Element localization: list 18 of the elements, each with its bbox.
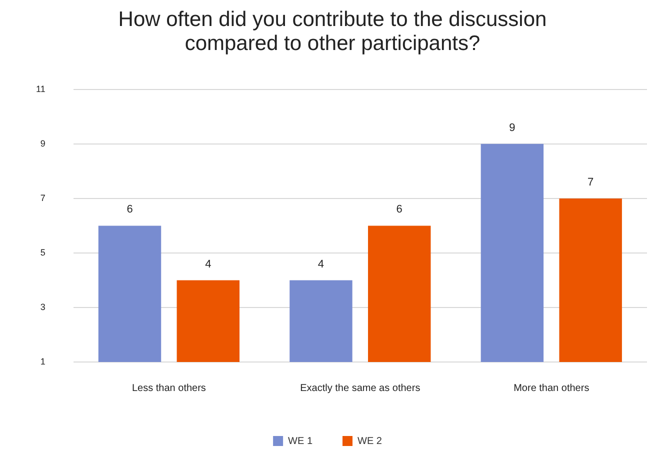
y-tick-label: 9 <box>40 138 46 148</box>
y-tick-label: 3 <box>40 302 46 312</box>
y-tick-label: 11 <box>36 84 46 94</box>
y-tick-label: 1 <box>40 356 46 366</box>
data-label: 9 <box>509 122 516 134</box>
chart-title: How often did you contribute to the discussion compared to other participants? <box>117 8 548 56</box>
y-tick-label: 7 <box>40 192 46 203</box>
data-label: 6 <box>126 204 133 216</box>
data-label: 7 <box>588 176 594 188</box>
x-tick-label: Less than others <box>132 382 206 394</box>
data-label: 4 <box>205 258 212 270</box>
legend-label: WE 1 <box>288 436 313 447</box>
data-label: 6 <box>396 204 402 216</box>
data-label: 4 <box>318 258 324 270</box>
y-tick-label: 5 <box>40 247 46 258</box>
x-tick-label: Exactly the same as others <box>300 382 420 394</box>
legend-label: WE 2 <box>358 436 382 447</box>
x-tick-label: More than others <box>514 382 590 394</box>
